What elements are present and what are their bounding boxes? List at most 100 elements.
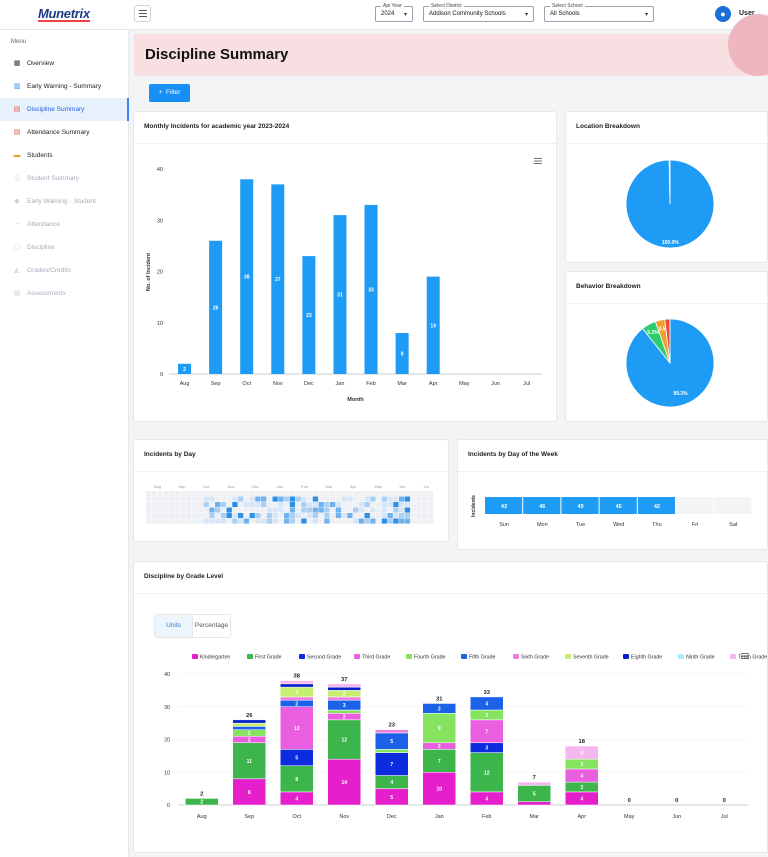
heatmap-cell: [146, 507, 152, 513]
heatmap-cell: [416, 518, 422, 524]
heatmap-cell: [226, 518, 232, 524]
heatmap-cell: [353, 491, 359, 497]
chart-menu-icon[interactable]: [741, 653, 749, 659]
x-tick-label: Aug: [197, 814, 207, 820]
heatmap-cell: [376, 518, 382, 524]
month-label: Jun: [399, 484, 405, 489]
heatmap-cell: [410, 518, 416, 524]
y-axis-label: No. of Incident: [146, 253, 152, 291]
bar-oct: [240, 179, 254, 374]
legend-label: Ninth Grade: [686, 655, 715, 661]
legend-swatch: [354, 654, 360, 659]
x-tick-label: Nov: [339, 814, 349, 820]
heatmap-cell: [335, 502, 342, 508]
filter-button[interactable]: + Filter: [149, 84, 190, 102]
sidebar-item-label: Discipline: [27, 244, 55, 251]
heatmap-cell: [238, 518, 244, 524]
app-logo[interactable]: Munetrix: [38, 6, 90, 21]
heatmap-cell: [381, 502, 388, 508]
sidebar-item-early-warning-student[interactable]: ◆ Early Warning - Student: [0, 190, 129, 213]
heatmap-cell: [427, 496, 434, 502]
heatmap-cell: [186, 518, 192, 524]
segment-label: 4: [390, 780, 393, 786]
school-select[interactable]: Select School All Schools ▾: [544, 3, 654, 22]
x-tick-label: Aug: [180, 381, 190, 387]
sidebar-item-students[interactable]: ▬ Students: [0, 144, 129, 167]
stack-segment: [327, 683, 361, 688]
heatmap-cell: [249, 496, 255, 502]
stack-segment: [375, 749, 409, 753]
location-pie-chart: 100.0%: [625, 159, 715, 249]
heatmap-cell: [307, 518, 313, 524]
heatmap-cell: [364, 518, 370, 524]
heatmap-cell: [169, 491, 175, 497]
heatmap-cell: [358, 496, 365, 502]
sidebar-item-assessments[interactable]: ▤ Assessments: [0, 282, 129, 305]
heatmap-cell: [381, 491, 388, 497]
heatmap-cell: [301, 518, 307, 524]
heatmap-cell: [192, 496, 198, 502]
hamburger-icon[interactable]: [134, 5, 151, 22]
legend-label: Tenth Grade: [738, 655, 767, 661]
sidebar-item-discipline-summary[interactable]: ▤ Discipline Summary: [0, 98, 129, 121]
heatmap-cell: [358, 491, 365, 497]
heatmap-cell: [180, 496, 186, 502]
heatmap-cell: [174, 491, 181, 497]
sidebar-item-overview[interactable]: ▦ Overview: [0, 52, 129, 75]
monthly-incidents-title: Monthly Incidents for academic year 2023…: [144, 123, 290, 130]
heatmap-cell: [347, 518, 353, 524]
heatmap-cell: [157, 513, 163, 519]
x-tick-label: Feb: [482, 814, 491, 820]
heatmap-cell: [284, 518, 290, 524]
chart-menu-icon[interactable]: [534, 158, 542, 164]
segment-label: 5: [295, 756, 298, 762]
grades-icon: ◭: [14, 266, 20, 274]
sidebar-item-attendance[interactable]: ◔ Attendance: [0, 213, 129, 236]
year-select[interactable]: Api Year 2024 ▾: [375, 3, 413, 22]
pie-label: 100.0%: [662, 240, 680, 246]
heatmap-cell: [278, 513, 284, 519]
document-icon: ▯: [15, 174, 19, 182]
heatmap-cell: [364, 491, 370, 497]
heatmap-cell: [232, 513, 238, 519]
sidebar-item-discipline[interactable]: ▢ Discipline: [0, 236, 129, 259]
user-name[interactable]: User: [739, 10, 755, 17]
x-tick-label: Dec: [304, 381, 314, 387]
sidebar-item-early-warning-summary[interactable]: ▥ Early Warning - Summary: [0, 75, 129, 98]
heatmap-cell: [255, 507, 261, 513]
total-label: 0: [723, 798, 726, 804]
heatmap-cell: [272, 513, 278, 519]
heatmap-cell: [335, 513, 342, 519]
tab-percentage[interactable]: Percentage: [194, 622, 229, 629]
heatmap-cell: [255, 518, 261, 524]
heatmap-cell: [370, 496, 376, 502]
heatmap-cell: [278, 518, 284, 524]
heatmap-cell: [209, 496, 215, 502]
legend-swatch: [565, 654, 571, 659]
y-tick-label: 0: [167, 803, 170, 809]
user-icon[interactable]: ●: [715, 6, 731, 22]
heatmap-cell: [243, 491, 250, 497]
heatmap-cell: [215, 502, 221, 508]
heatmap-cell: [301, 502, 307, 508]
heatmap-cell: [261, 502, 267, 508]
heatmap-cell: [249, 518, 255, 524]
weekday-value: 46: [539, 504, 545, 510]
heatmap-cell: [278, 491, 284, 497]
incidents-by-day-heatmap: Aug Sep Oct Nov Dec Jan Feb Mar Apr May Jun Jul: [146, 484, 434, 524]
tab-units[interactable]: Units: [155, 615, 193, 637]
heatmap-cell: [341, 496, 347, 502]
weekday-label: Sun: [499, 522, 509, 528]
heatmap-cell: [266, 496, 273, 502]
district-select[interactable]: Select District Addison Community School…: [423, 3, 534, 22]
segment-label: 2: [200, 800, 203, 806]
sidebar-item-grades-credits[interactable]: ◭ Grades/Credits: [0, 259, 129, 282]
heatmap-cell: [163, 491, 169, 497]
month-label: Nov: [228, 484, 235, 489]
sidebar-item-student-summary[interactable]: ▯ Student Summary: [0, 167, 129, 190]
segment-label: 8: [248, 790, 251, 796]
sidebar-item-attendance-summary[interactable]: ▤ Attendance Summary: [0, 121, 129, 144]
stack-segment: [375, 729, 409, 734]
heatmap-cell: [249, 491, 255, 497]
segment-label: 2: [248, 731, 251, 737]
